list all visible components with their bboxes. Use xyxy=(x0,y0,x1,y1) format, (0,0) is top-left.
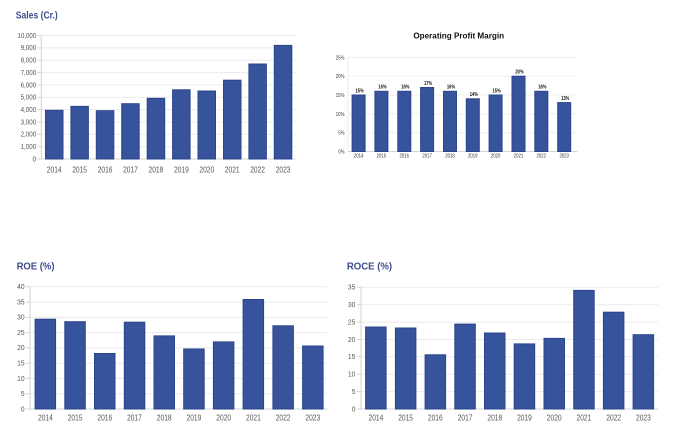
svg-text:2019: 2019 xyxy=(187,413,202,422)
svg-text:2021: 2021 xyxy=(577,413,592,422)
svg-text:Sales (Cr.): Sales (Cr.) xyxy=(16,10,58,21)
svg-text:2016: 2016 xyxy=(400,153,410,159)
svg-text:1,000: 1,000 xyxy=(21,142,37,151)
svg-text:2017: 2017 xyxy=(458,413,473,422)
svg-text:2018: 2018 xyxy=(157,413,172,422)
svg-text:25: 25 xyxy=(17,328,25,337)
svg-text:2018: 2018 xyxy=(487,413,502,422)
svg-text:2021: 2021 xyxy=(225,165,240,174)
svg-text:2020: 2020 xyxy=(491,153,501,159)
svg-text:17%: 17% xyxy=(424,81,432,87)
svg-text:2020: 2020 xyxy=(216,413,231,422)
svg-text:20%: 20% xyxy=(336,74,345,80)
svg-text:20: 20 xyxy=(17,343,25,352)
svg-text:40: 40 xyxy=(17,282,25,291)
svg-text:2014: 2014 xyxy=(47,165,62,174)
svg-text:16%: 16% xyxy=(401,85,409,91)
svg-text:8,000: 8,000 xyxy=(21,56,37,65)
svg-text:2015: 2015 xyxy=(377,153,387,159)
svg-text:2021: 2021 xyxy=(246,413,261,422)
svg-text:10%: 10% xyxy=(336,112,345,118)
svg-text:30: 30 xyxy=(17,313,25,322)
svg-text:2015: 2015 xyxy=(68,413,83,422)
svg-text:15: 15 xyxy=(348,352,356,361)
svg-text:2023: 2023 xyxy=(305,413,320,422)
svg-text:Operating Profit Margin: Operating Profit Margin xyxy=(413,32,504,41)
svg-text:16%: 16% xyxy=(378,85,386,91)
svg-text:0: 0 xyxy=(33,154,37,163)
svg-text:14%: 14% xyxy=(470,92,478,98)
svg-text:2016: 2016 xyxy=(98,165,113,174)
svg-text:15%: 15% xyxy=(493,88,501,94)
svg-text:4,000: 4,000 xyxy=(21,105,37,114)
svg-text:2,000: 2,000 xyxy=(21,130,37,139)
svg-text:30: 30 xyxy=(348,300,356,309)
svg-text:2018: 2018 xyxy=(445,153,455,159)
svg-text:2020: 2020 xyxy=(199,165,214,174)
svg-text:2019: 2019 xyxy=(468,153,478,159)
svg-text:13%: 13% xyxy=(561,96,569,102)
svg-text:2022: 2022 xyxy=(537,153,547,159)
svg-text:2020: 2020 xyxy=(547,413,562,422)
svg-text:0: 0 xyxy=(352,404,356,413)
svg-text:15%: 15% xyxy=(356,88,364,94)
svg-text:5: 5 xyxy=(352,387,356,396)
svg-text:16%: 16% xyxy=(447,85,455,91)
svg-text:25%: 25% xyxy=(336,55,345,61)
svg-text:2016: 2016 xyxy=(97,413,112,422)
svg-text:10,000: 10,000 xyxy=(18,31,37,40)
svg-text:2018: 2018 xyxy=(149,165,164,174)
svg-text:2022: 2022 xyxy=(250,165,265,174)
svg-text:15%: 15% xyxy=(336,93,345,99)
svg-text:2014: 2014 xyxy=(369,413,384,422)
svg-text:2019: 2019 xyxy=(517,413,532,422)
svg-text:2019: 2019 xyxy=(174,165,189,174)
svg-text:2017: 2017 xyxy=(123,165,138,174)
svg-text:2015: 2015 xyxy=(398,413,413,422)
svg-text:5,000: 5,000 xyxy=(21,93,37,102)
svg-text:2014: 2014 xyxy=(38,413,53,422)
svg-text:0: 0 xyxy=(21,404,25,413)
svg-text:2014: 2014 xyxy=(354,153,364,159)
svg-text:2023: 2023 xyxy=(559,153,569,159)
svg-text:6,000: 6,000 xyxy=(21,80,37,89)
svg-text:20%: 20% xyxy=(515,70,523,76)
svg-text:ROCE (%): ROCE (%) xyxy=(347,261,392,272)
svg-text:7,000: 7,000 xyxy=(21,68,37,77)
svg-text:10: 10 xyxy=(17,374,25,383)
svg-text:5%: 5% xyxy=(338,131,344,137)
svg-text:3,000: 3,000 xyxy=(21,117,37,126)
svg-text:2023: 2023 xyxy=(636,413,651,422)
svg-text:25: 25 xyxy=(348,317,356,326)
svg-text:2016: 2016 xyxy=(428,413,443,422)
svg-text:35: 35 xyxy=(348,283,356,292)
svg-text:35: 35 xyxy=(17,297,25,306)
svg-text:2017: 2017 xyxy=(127,413,142,422)
svg-text:2015: 2015 xyxy=(72,165,87,174)
svg-text:2022: 2022 xyxy=(276,413,291,422)
svg-text:15: 15 xyxy=(17,359,25,368)
svg-text:2022: 2022 xyxy=(606,413,621,422)
svg-text:16%: 16% xyxy=(538,85,546,91)
svg-text:10: 10 xyxy=(348,370,356,379)
svg-text:2021: 2021 xyxy=(514,153,524,159)
svg-text:2017: 2017 xyxy=(422,153,432,159)
svg-text:0%: 0% xyxy=(338,149,344,155)
svg-text:5: 5 xyxy=(21,389,25,398)
svg-text:9,000: 9,000 xyxy=(21,43,37,52)
svg-text:20: 20 xyxy=(348,335,356,344)
svg-text:ROE (%): ROE (%) xyxy=(17,261,55,272)
svg-text:2023: 2023 xyxy=(276,165,291,174)
